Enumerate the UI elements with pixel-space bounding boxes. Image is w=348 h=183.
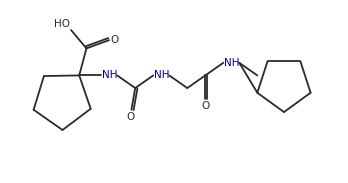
Text: NH: NH [224,58,240,68]
Text: NH: NH [102,70,118,80]
Text: O: O [110,35,118,45]
Text: O: O [126,112,135,122]
Text: NH: NH [154,70,170,80]
Text: O: O [201,101,209,111]
Text: HO: HO [54,19,70,29]
